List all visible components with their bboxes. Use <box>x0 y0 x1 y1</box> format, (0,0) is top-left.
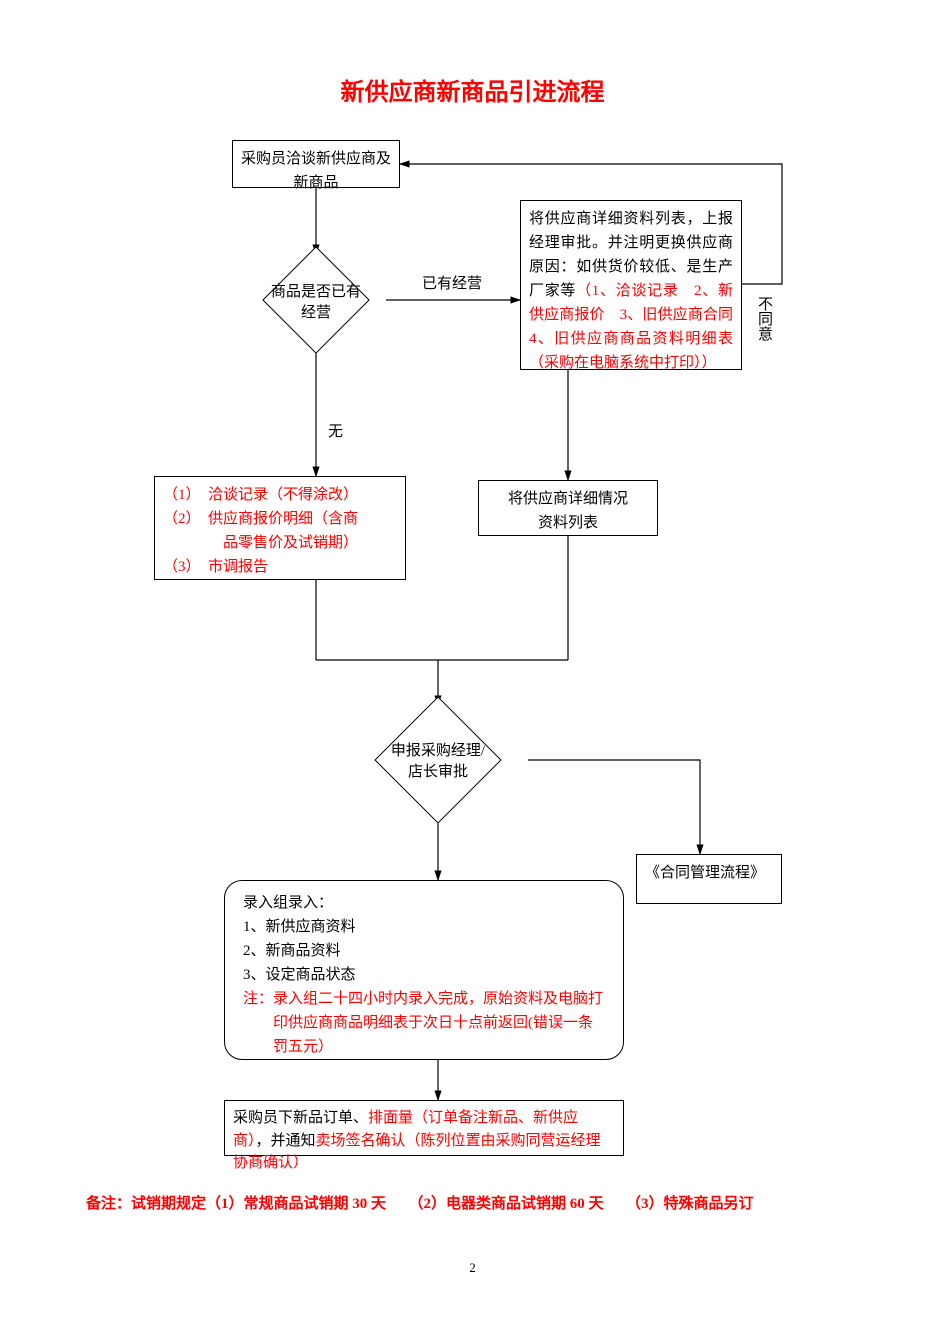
d1-line2: 经营 <box>301 305 331 321</box>
n7-s0: 采购员下新品订单、 <box>233 1110 368 1126</box>
n5-r0: 注：录入组二十四小时内录入完成，原始资料及电脑打 <box>243 987 605 1011</box>
n4-l2: 资料列表 <box>538 515 598 531</box>
n5-r1: 印供应商商品明细表于次日十点前返回(错误一条 <box>243 1011 605 1035</box>
n3-i1: （2） 供应商报价明细（含商 <box>163 507 397 531</box>
d1-line1: 商品是否已有 <box>271 284 361 300</box>
n5-b3: 3、设定商品状态 <box>243 963 605 987</box>
decision-manager-approval: 申报采购经理/ 店长审批 <box>348 705 528 815</box>
n5-r2: 罚五元） <box>243 1035 605 1059</box>
n3-i3: （3） 市调报告 <box>163 555 397 579</box>
n5-b0: 录入组录入： <box>243 891 605 915</box>
n5-b2: 2、新商品资料 <box>243 939 605 963</box>
node-supplier-detail-report: 将供应商详细资料列表，上报经理审批。并注明更换供应商原因：如供货价较低、是生产厂… <box>520 200 742 370</box>
n3-i2: 品零售价及试销期） <box>163 531 397 555</box>
n4-l1: 将供应商详细情况 <box>508 491 628 507</box>
footnote: 备注：试销期规定（1）常规商品试销期 30 天 （2）电器类商品试销期 60 天… <box>86 1192 754 1213</box>
n5-b1: 1、新供应商资料 <box>243 915 605 939</box>
d2-l1: 申报采购经理/ <box>391 743 485 759</box>
page-title: 新供应商新商品引进流程 <box>0 72 945 107</box>
page-number: 2 <box>0 1260 945 1276</box>
n3-i0: （1） 洽谈记录（不得涂改） <box>163 483 397 507</box>
node-order-notify: 采购员下新品订单、排面量（订单备注新品、新供应商），并通知卖场签名确认（陈列位置… <box>224 1100 624 1156</box>
node-contract-process: 《合同管理流程》 <box>636 854 782 904</box>
n7-s2: ，并通知 <box>256 1133 316 1149</box>
d2-l2: 店长审批 <box>408 764 468 780</box>
node-supplier-detail-list: 将供应商详细情况 资料列表 <box>478 480 658 536</box>
node-start: 采购员洽谈新供应商及新商品 <box>232 140 400 188</box>
edge-label-none: 无 <box>326 420 345 441</box>
edge-label-has: 已有经营 <box>420 272 484 293</box>
node-documents-list: （1） 洽谈记录（不得涂改） （2） 供应商报价明细（含商 品零售价及试销期） … <box>154 476 406 580</box>
decision-already-operating: 商品是否已有 经营 <box>246 254 386 346</box>
node-start-text: 采购员洽谈新供应商及新商品 <box>241 151 391 191</box>
n6-text: 《合同管理流程》 <box>645 865 765 881</box>
edge-label-disagree: 不同意 <box>754 296 775 341</box>
node-data-entry: 录入组录入： 1、新供应商资料 2、新商品资料 3、设定商品状态 注：录入组二十… <box>224 880 624 1060</box>
